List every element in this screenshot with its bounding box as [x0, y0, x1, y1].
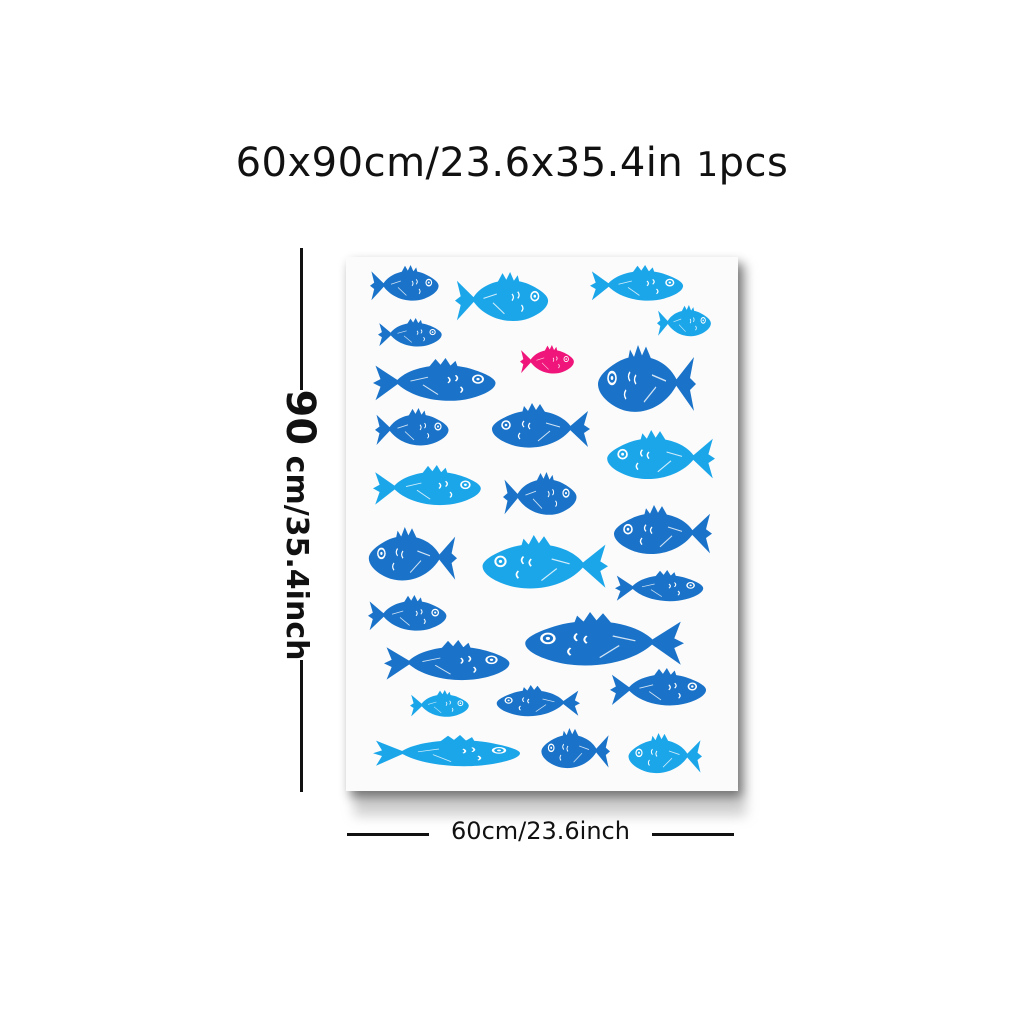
height-dimension-label: 90 cm/35.4inch [277, 390, 323, 661]
fish-icon [373, 735, 520, 767]
fish-icon [590, 265, 684, 301]
fish-icon [410, 690, 469, 717]
fish-icon [525, 612, 684, 666]
width-dimension-line-left [347, 833, 429, 836]
fish-icon [610, 668, 707, 706]
height-dimension-line-bottom [300, 660, 303, 792]
product-size-title: 60x90cm/23.6x35.4in 1pcs [0, 140, 1024, 186]
fish-icon [378, 318, 442, 347]
fish-icon [541, 728, 610, 769]
fish-icon [614, 505, 712, 555]
fish-icon [373, 465, 481, 506]
fish-icon [607, 430, 715, 480]
fish-icon [370, 265, 439, 301]
fish-icon [628, 733, 702, 774]
canvas-print [346, 257, 738, 791]
fish-icon [615, 570, 704, 602]
width-dimension-line-right [652, 833, 734, 836]
pcs-label: pcs [718, 140, 789, 186]
fish-icon [373, 358, 496, 401]
pcs-count: 1 [696, 145, 719, 185]
size-text: 60x90cm/23.6x35.4in [235, 140, 684, 186]
height-unit: cm/35.4inch [279, 455, 314, 661]
fish-icon [368, 527, 457, 581]
fish-icon [455, 272, 549, 322]
fish-icon [492, 403, 590, 448]
fish-icon [368, 595, 447, 631]
fish-icon [598, 345, 696, 412]
width-dimension-label: 60cm/23.6inch [451, 817, 630, 845]
fish-icon [496, 685, 580, 717]
fish-icon [503, 472, 577, 515]
fish-icon [375, 408, 449, 446]
height-dimension-line-top [300, 248, 303, 390]
height-value: 90 [277, 389, 323, 446]
fish-icon [520, 345, 574, 374]
fish-icon [482, 535, 608, 589]
fish-icon [384, 640, 510, 681]
fish-icon [657, 305, 711, 337]
